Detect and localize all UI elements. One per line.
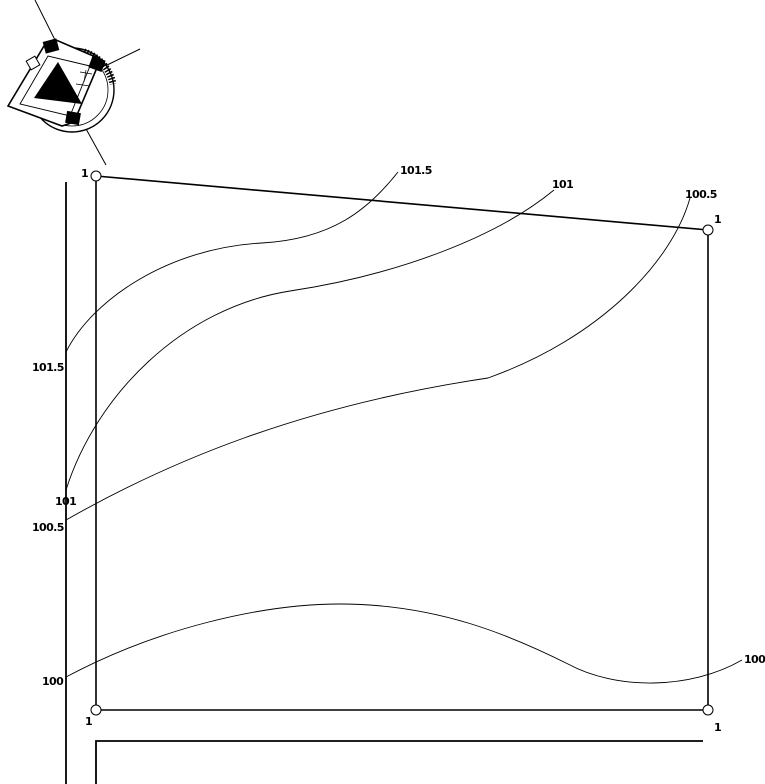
north-arrow-compass-icon [6,0,141,166]
contour-label: 101 [55,495,76,508]
corner-label: 1 [714,213,721,226]
contour-101-5-line [65,171,399,353]
contour-label: 100 [42,675,64,688]
corner-label: 1 [85,715,92,728]
contour-label: 100 [744,653,765,666]
contour-label: 101.5 [32,361,64,374]
contour-100-5-line [65,197,691,521]
corner-marker [702,224,714,236]
contour-100-line [65,603,743,684]
corner-label: 1 [714,721,721,734]
contour-101-line [65,189,555,491]
site-boundary [95,175,709,711]
corner-marker [702,704,714,716]
corner-marker [90,170,102,182]
contour-label: 101.5 [400,164,432,177]
road-bottom-line [95,740,703,784]
corner-markers [90,170,714,716]
contour-label: 101 [552,178,573,191]
contour-label: 100.5 [685,188,717,201]
road-lines [65,182,703,784]
corner-marker [90,704,102,716]
contour-label: 100.5 [32,521,64,534]
corner-label: 1 [81,167,88,180]
